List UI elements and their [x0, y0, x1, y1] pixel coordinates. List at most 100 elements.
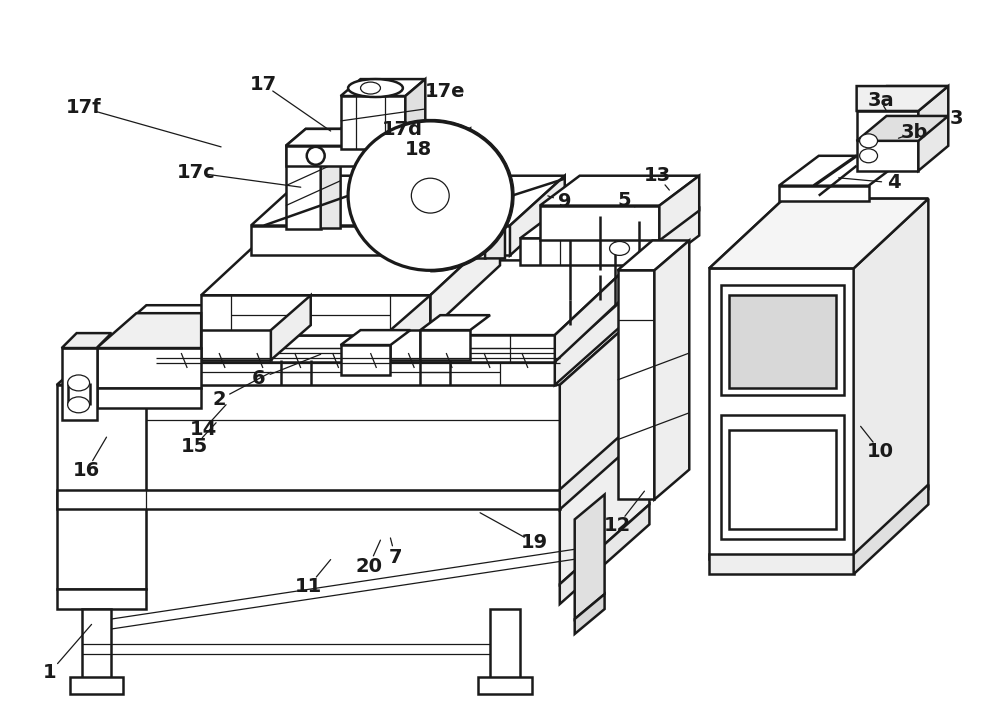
- Polygon shape: [485, 184, 505, 258]
- Polygon shape: [659, 176, 699, 241]
- Text: 13: 13: [644, 166, 671, 185]
- Polygon shape: [520, 239, 659, 265]
- Polygon shape: [186, 260, 634, 335]
- Ellipse shape: [307, 147, 325, 165]
- Polygon shape: [478, 677, 532, 694]
- Text: 3a: 3a: [867, 91, 894, 111]
- Polygon shape: [430, 231, 500, 330]
- Polygon shape: [286, 146, 450, 166]
- Polygon shape: [560, 505, 649, 604]
- Polygon shape: [82, 609, 111, 679]
- Ellipse shape: [860, 149, 878, 163]
- Polygon shape: [286, 129, 470, 146]
- Polygon shape: [857, 111, 918, 171]
- Ellipse shape: [361, 82, 380, 94]
- Polygon shape: [420, 330, 470, 360]
- Text: 17c: 17c: [177, 163, 216, 182]
- Polygon shape: [341, 96, 405, 149]
- Polygon shape: [97, 348, 201, 388]
- Polygon shape: [151, 360, 555, 385]
- Polygon shape: [729, 295, 836, 388]
- Text: 14: 14: [190, 420, 217, 440]
- Ellipse shape: [68, 397, 90, 413]
- Text: 7: 7: [389, 548, 402, 567]
- Polygon shape: [151, 281, 644, 360]
- Polygon shape: [251, 226, 510, 255]
- Text: 12: 12: [604, 516, 631, 535]
- Polygon shape: [709, 199, 928, 268]
- Polygon shape: [321, 129, 341, 228]
- Text: 1: 1: [43, 663, 57, 682]
- Polygon shape: [857, 86, 948, 111]
- Text: 17d: 17d: [382, 120, 423, 139]
- Polygon shape: [575, 594, 605, 634]
- Polygon shape: [721, 415, 844, 539]
- Polygon shape: [854, 484, 928, 574]
- Polygon shape: [271, 295, 311, 360]
- Polygon shape: [618, 241, 689, 270]
- Polygon shape: [390, 330, 420, 360]
- Text: 9: 9: [558, 192, 572, 211]
- Text: 16: 16: [73, 461, 100, 481]
- Polygon shape: [201, 330, 271, 360]
- Polygon shape: [57, 489, 560, 510]
- Polygon shape: [450, 184, 505, 200]
- Polygon shape: [779, 155, 908, 186]
- Text: 20: 20: [355, 557, 382, 576]
- Polygon shape: [201, 295, 430, 335]
- Polygon shape: [709, 199, 928, 268]
- Polygon shape: [560, 305, 649, 584]
- Polygon shape: [420, 315, 490, 330]
- Polygon shape: [57, 305, 649, 385]
- Text: 15: 15: [181, 437, 208, 456]
- Polygon shape: [251, 176, 565, 226]
- Ellipse shape: [411, 178, 449, 213]
- Polygon shape: [490, 609, 520, 679]
- Polygon shape: [510, 176, 565, 255]
- Polygon shape: [341, 345, 390, 375]
- Polygon shape: [575, 495, 605, 619]
- Polygon shape: [201, 231, 500, 295]
- Polygon shape: [341, 330, 410, 345]
- Text: 5: 5: [618, 192, 631, 210]
- Polygon shape: [62, 333, 111, 348]
- Polygon shape: [57, 385, 146, 589]
- Polygon shape: [186, 335, 555, 362]
- Polygon shape: [540, 176, 699, 205]
- Polygon shape: [729, 429, 836, 529]
- Polygon shape: [709, 555, 854, 574]
- Polygon shape: [854, 199, 928, 559]
- Polygon shape: [70, 677, 123, 694]
- Polygon shape: [779, 186, 869, 200]
- Polygon shape: [857, 86, 948, 111]
- Polygon shape: [62, 348, 97, 420]
- Polygon shape: [857, 116, 948, 141]
- Polygon shape: [918, 86, 948, 171]
- Polygon shape: [57, 589, 146, 609]
- Text: 17f: 17f: [66, 98, 101, 117]
- Polygon shape: [286, 146, 321, 228]
- Text: 18: 18: [405, 140, 432, 158]
- Polygon shape: [341, 79, 425, 96]
- Ellipse shape: [610, 241, 630, 255]
- Text: 19: 19: [521, 534, 548, 552]
- Polygon shape: [450, 200, 485, 258]
- Ellipse shape: [860, 134, 878, 147]
- Polygon shape: [390, 295, 430, 360]
- Text: 2: 2: [212, 390, 226, 409]
- Text: 4: 4: [887, 174, 900, 192]
- Polygon shape: [450, 129, 470, 166]
- Polygon shape: [97, 313, 201, 348]
- Polygon shape: [659, 209, 699, 265]
- Polygon shape: [405, 79, 425, 149]
- Polygon shape: [555, 281, 644, 385]
- Polygon shape: [709, 268, 854, 559]
- Polygon shape: [618, 270, 654, 500]
- Polygon shape: [654, 241, 689, 500]
- Text: 10: 10: [867, 442, 894, 461]
- Text: 3: 3: [949, 108, 963, 127]
- Polygon shape: [721, 286, 844, 395]
- Polygon shape: [520, 209, 699, 239]
- Polygon shape: [286, 129, 341, 146]
- Text: 17: 17: [249, 74, 276, 94]
